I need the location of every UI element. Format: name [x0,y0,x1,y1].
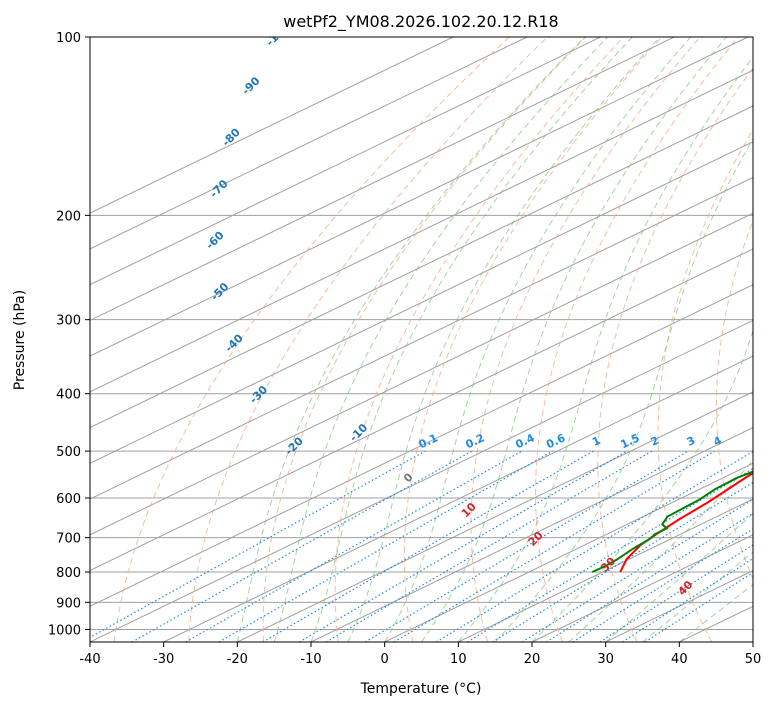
mixing-ratio-line [298,450,628,642]
mixing-ratio-line [436,450,753,642]
dewpoint-profile-line [591,470,753,573]
isotherm-line [384,462,753,642]
dry-adiabat-line [113,37,510,642]
mixing-ratio-line [491,481,753,642]
moist-adiabat-line [273,37,609,642]
isotherm-line [90,319,753,642]
y-tick-label: 100 [56,31,81,46]
x-tick-label: -10 [300,652,321,667]
mixing-ratio-line [545,512,753,642]
moist-adiabat-line [494,137,753,642]
mixing-ratio-line [521,498,753,642]
temperature-profile-line [619,471,753,573]
moist-adiabat-line [421,37,727,642]
dry-adiabat-line [188,37,548,642]
x-tick-label: 20 [524,652,541,667]
dry-adiabat-line [334,37,625,642]
dry-adiabat-line [403,37,663,642]
y-tick-label: 600 [56,492,81,507]
dry-adiabat-label: -100 [264,20,293,49]
x-tick-label: 40 [671,652,688,667]
mixing-ratio-label: 6 [750,434,763,449]
isotherm-line [90,176,753,500]
isotherm-line [310,427,753,642]
plot-frame [89,36,754,643]
isotherm-line [90,37,601,286]
mixing-ratio-line [90,450,426,639]
axis-layer: -40 -30 -20 -10 0 10 20 30 40 50 100 200 300 400 500 60… [48,31,761,667]
x-tick-label: -20 [227,652,248,667]
isotherm-line [90,284,753,607]
isotherm-line [163,355,753,642]
x-tick-label: 0 [381,652,389,667]
isotherm-line [90,212,753,536]
dry-adiabat-line [535,37,739,642]
x-tick-label: 10 [450,652,467,667]
y-tick-label: 500 [56,445,81,460]
mixing-ratio-line [131,450,473,642]
y-tick-label: 900 [56,596,81,611]
y-tick-label: 1000 [48,623,81,638]
x-tick-label: 30 [597,652,614,667]
isotherm-line [90,37,454,214]
isotherm-line [237,391,753,642]
y-tick-label: 200 [56,209,81,224]
x-tick-label: -40 [79,652,100,667]
y-tick-label: 300 [56,314,81,329]
mixing-ratio-line [467,467,753,642]
isotherm-line [90,141,753,464]
dry-adiabat-line [262,37,586,642]
isotherm-line [90,37,675,321]
moist-adiabat-line [605,512,753,642]
moist-adiabat-line [457,56,753,642]
moist-adiabat-line [310,37,633,642]
y-axis-label: Pressure (hPa) [12,290,28,390]
series-layer [591,470,753,573]
moist-adiabat-line [384,37,692,642]
isotherm-line [531,534,753,642]
dry-adiabat-line [597,67,753,642]
y-tick-label: 800 [56,566,81,581]
chart-title: wetPf2_YM08.2026.102.20.12.R18 [283,12,558,32]
moist-adiabat-line [236,37,586,642]
grid-layer [90,37,753,642]
y-tick-label: 700 [56,532,81,547]
isotherm-line [458,498,753,642]
isotherm-line [90,248,753,572]
mixing-ratio-line [364,450,689,642]
x-tick-label: -30 [153,652,174,667]
plot-background [90,37,753,642]
mixing-ratio-line [325,450,653,642]
y-tick-label: 400 [56,388,81,403]
x-axis-label: Temperature (°C) [360,681,482,697]
dry-adiabat-line [470,37,701,642]
mixing-ratio-line [218,450,554,642]
x-tick-label: 50 [745,652,762,667]
mixing-ratio-line [185,450,523,642]
isotherm-line [90,37,528,250]
isotherm-line [90,37,749,357]
isotherm-line [90,105,753,429]
isotherm-line [90,69,753,393]
dry-adiabat-line [715,219,753,580]
